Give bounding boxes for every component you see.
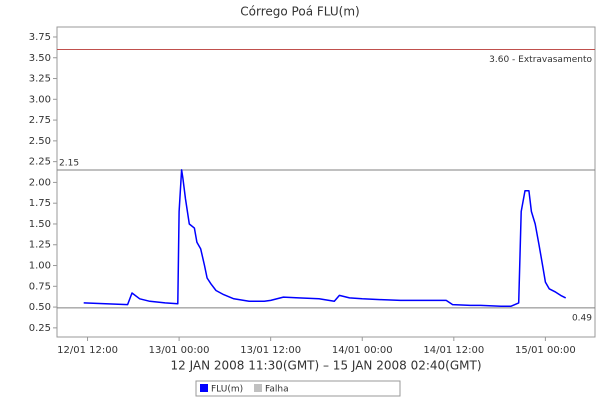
x-tick-label: 15/01 00:00 xyxy=(515,345,576,356)
y-tick-label: 3.75 xyxy=(29,32,51,43)
y-tick-label: 3.50 xyxy=(29,53,51,64)
x-tick-label: 13/01 00:00 xyxy=(149,345,210,356)
x-tick-label: 14/01 00:00 xyxy=(332,345,393,356)
y-tick-label: 0.50 xyxy=(29,302,51,313)
x-tick-label: 13/01 12:00 xyxy=(240,345,301,356)
x-tick-label: 12/01 12:00 xyxy=(57,345,118,356)
legend-swatch xyxy=(254,384,262,392)
data-line xyxy=(83,169,567,307)
y-tick-label: 1.25 xyxy=(29,240,51,251)
y-tick-label: 1.50 xyxy=(29,219,51,230)
marker-label: 2.15 xyxy=(59,158,79,168)
chart-title: Córrego Poá FLU(m) xyxy=(240,5,359,19)
y-tick-label: 3.00 xyxy=(29,94,51,105)
y-tick-label: 2.00 xyxy=(29,177,51,188)
y-tick-label: 1.75 xyxy=(29,198,51,209)
marker-label: 3.60 - Extravasamento xyxy=(489,55,592,65)
y-tick-label: 0.25 xyxy=(29,323,51,334)
y-tick-label: 1.00 xyxy=(29,261,51,272)
legend-label: Falha xyxy=(265,385,289,395)
legend-swatch xyxy=(200,384,208,392)
legend-box xyxy=(195,380,401,397)
x-tick-label: 14/01 12:00 xyxy=(423,345,484,356)
x-axis-label: 12 JAN 2008 11:30(GMT) – 15 JAN 2008 02:… xyxy=(170,359,481,373)
y-tick-label: 2.50 xyxy=(29,136,51,147)
plot-area xyxy=(56,26,596,338)
legend-label: FLU(m) xyxy=(211,385,243,395)
marker-label: 0.49 xyxy=(572,313,592,323)
y-tick-label: 0.75 xyxy=(29,281,51,292)
y-tick-label: 3.25 xyxy=(29,74,51,85)
y-tick-label: 2.25 xyxy=(29,157,51,168)
y-tick-label: 2.75 xyxy=(29,115,51,126)
